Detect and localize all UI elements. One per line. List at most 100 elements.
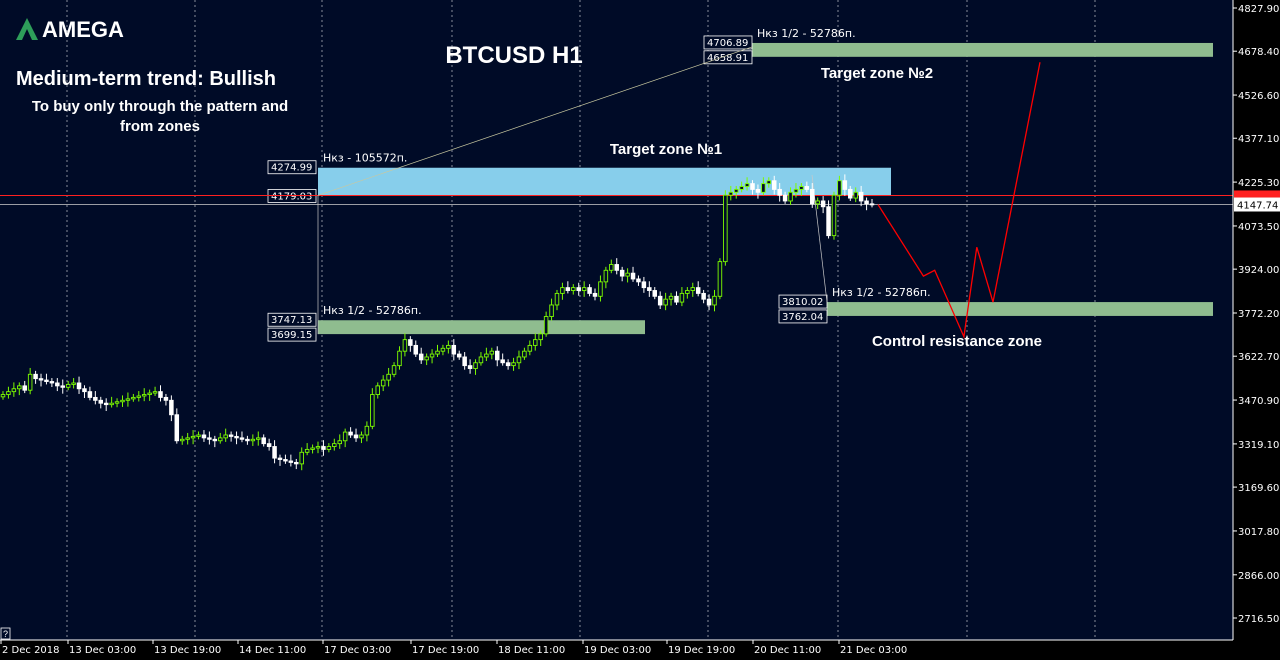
candle-body — [750, 183, 755, 190]
candle-body — [397, 350, 402, 367]
candle-body — [788, 191, 793, 202]
zone-top-label-box — [703, 35, 753, 50]
target-zone-1-title: Target zone №1 — [610, 141, 722, 158]
candle-body — [869, 203, 875, 206]
zone-bottom-label: 3699.15 — [271, 330, 312, 341]
candle-body — [38, 378, 44, 381]
candle-body — [533, 339, 538, 346]
time-tick-label: 17 Dec 19:00 — [412, 645, 479, 656]
zone-top-label: 4706.89 — [707, 38, 748, 49]
control-zone-title: Control resistance zone — [872, 333, 1042, 350]
help-marker[interactable] — [0, 627, 11, 640]
candle-body — [581, 287, 587, 291]
candle-body — [125, 398, 131, 401]
candle-body — [657, 295, 663, 306]
candle-body — [141, 394, 147, 397]
fibo-connector-line — [317, 46, 753, 196]
candle-body — [842, 180, 848, 190]
candle-body — [408, 339, 413, 346]
candle-body — [625, 272, 630, 277]
time-tick-label: 18 Dec 11:00 — [498, 645, 565, 656]
candle-body — [598, 281, 603, 297]
time-axis: 2 Dec 2018 13 Dec 03:00 13 Dec 19:00 14 Dec… — [0, 639, 1233, 656]
candle-body — [82, 388, 87, 393]
time-tick-label: 14 Dec 11:00 — [239, 645, 306, 656]
candle-body — [250, 438, 256, 442]
candle-body — [647, 287, 652, 291]
candle-body — [619, 269, 625, 277]
candle-body — [87, 391, 93, 398]
candle-body — [217, 437, 223, 442]
candle-body — [310, 447, 315, 450]
candle-body — [418, 353, 424, 361]
candle-body — [810, 188, 815, 205]
candle-body — [609, 264, 614, 271]
candle-body — [826, 206, 831, 237]
candle-body — [717, 261, 723, 297]
candle-body — [261, 437, 266, 445]
candle-body — [511, 362, 516, 367]
candle-body — [435, 350, 440, 355]
candle-body — [560, 287, 565, 294]
candle-body — [359, 434, 364, 439]
candle-body — [348, 431, 353, 436]
candle-body — [674, 295, 679, 303]
candle-body — [158, 391, 163, 398]
candle-body — [239, 437, 245, 440]
candle-body — [326, 446, 332, 450]
candle-body — [489, 350, 495, 355]
price-tick-label: 2716.50 — [1238, 614, 1279, 625]
price-tick-label: 4678.40 — [1238, 47, 1279, 58]
zone-note: Нкз 1/2 - 52786п. — [323, 304, 422, 317]
candle-body — [701, 292, 706, 300]
candle-body — [467, 365, 473, 369]
candle-body — [391, 365, 397, 375]
candle-body — [679, 292, 685, 303]
candle-body — [771, 180, 777, 190]
candle-body — [169, 399, 174, 416]
price-tick-label: 4225.30 — [1238, 178, 1279, 189]
candle-body — [473, 362, 478, 369]
price-tick-label: 3470.90 — [1238, 396, 1279, 407]
candle-body — [234, 435, 239, 439]
candle-body — [853, 191, 858, 199]
zone-note: Нкз 1/2 - 52786п. — [832, 286, 931, 299]
candle-body — [315, 446, 321, 449]
candle-body — [424, 356, 429, 361]
logo-mark-icon — [16, 18, 38, 40]
candle-body — [815, 200, 820, 205]
guide-lines: 4147.74 — [0, 46, 1280, 335]
candle-body — [65, 383, 71, 388]
candle-body — [484, 353, 489, 358]
candle-body — [777, 188, 782, 196]
help-marker-icon: ? — [3, 629, 8, 639]
candle-body — [761, 183, 766, 193]
candle-body — [685, 290, 690, 294]
candle-body — [364, 425, 370, 436]
candle-body — [49, 381, 55, 384]
candle-body — [55, 382, 60, 387]
candle-body — [272, 446, 277, 459]
candle-body — [456, 353, 462, 358]
candle-body — [228, 434, 234, 437]
candle-body — [196, 434, 201, 437]
candle-body — [136, 395, 142, 398]
price-tick-label: 4827.90 — [1238, 4, 1279, 15]
price-axis: 4827.90 4678.40 4526.60 4377.10 4225.30 4073.… — [1232, 0, 1279, 640]
candle-body — [641, 281, 647, 289]
current-price-box — [1234, 197, 1280, 212]
zone-bottom-label: 3762.04 — [782, 312, 823, 323]
candle-body — [131, 396, 136, 400]
candle-body — [98, 399, 104, 404]
zones-layer: 4274.99 4179.03 Нкз - 105572п. 4706.89 4658.… — [267, 27, 1213, 342]
candle-body — [60, 385, 65, 388]
candle-body — [11, 388, 17, 393]
candle-body — [294, 461, 299, 465]
candle-body — [614, 264, 619, 271]
price-tick-label: 4073.50 — [1238, 222, 1279, 233]
candle-body — [152, 391, 158, 394]
candle-body — [212, 438, 218, 442]
candle-body — [402, 339, 408, 352]
candle-body — [114, 401, 120, 404]
